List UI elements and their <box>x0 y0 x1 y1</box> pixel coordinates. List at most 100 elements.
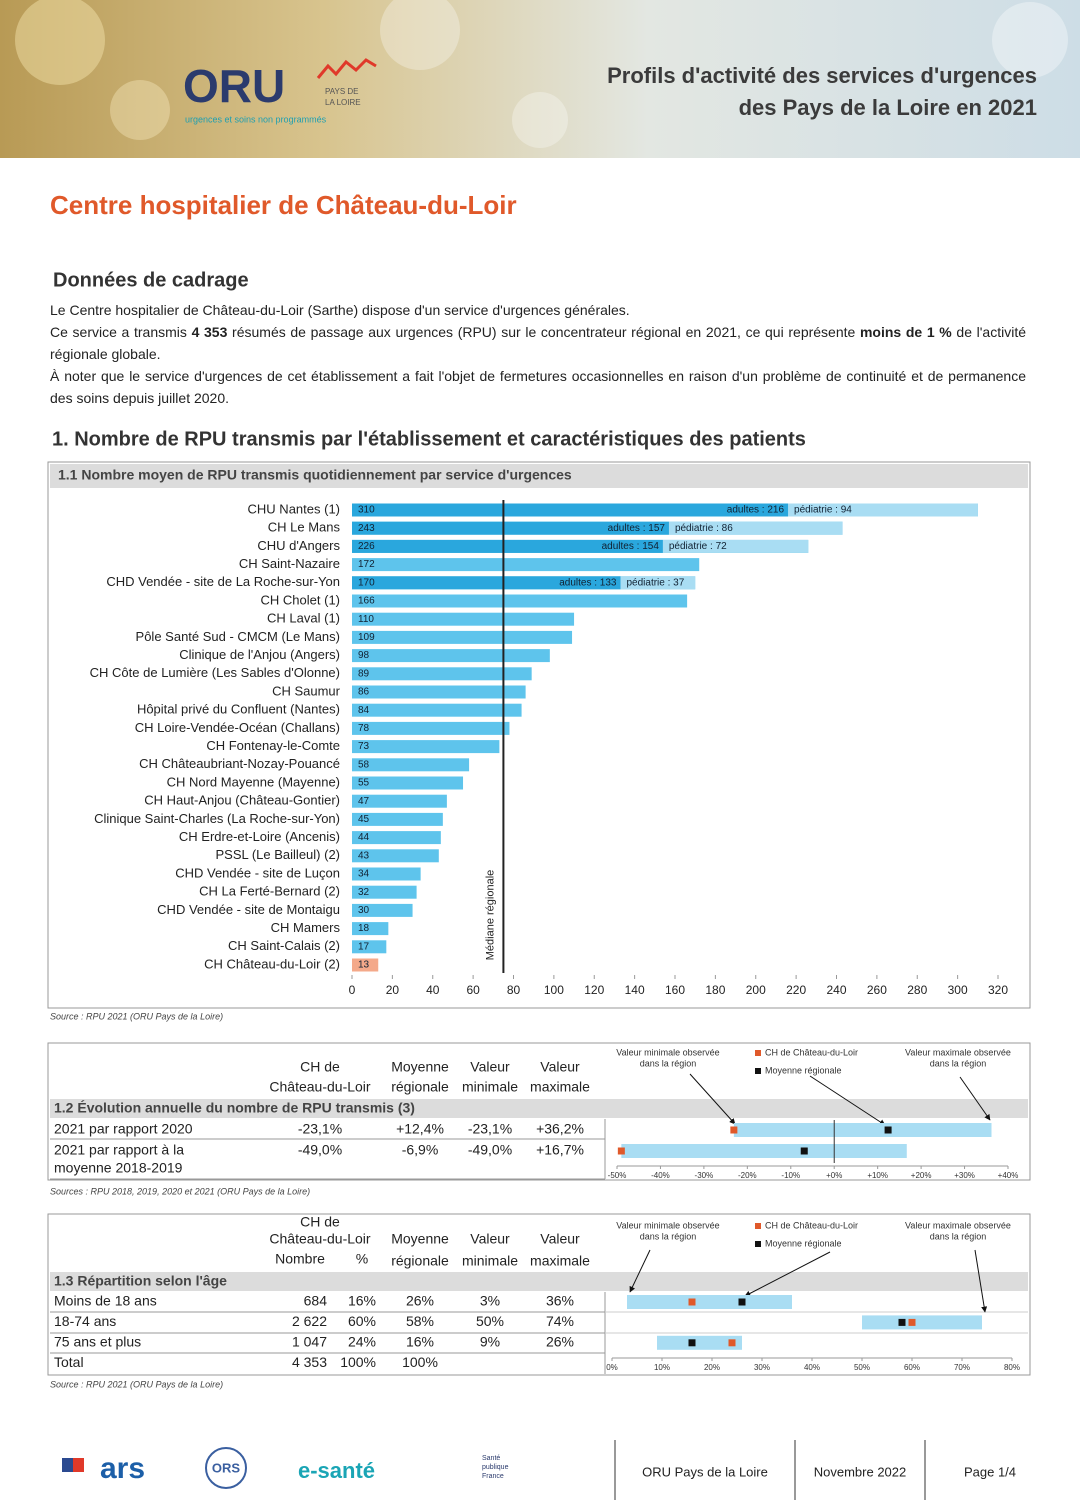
cell-value: 60% <box>348 1313 376 1329</box>
bokeh <box>512 92 568 148</box>
column-header: Valeur <box>470 1059 510 1075</box>
value-label: 84 <box>358 705 370 716</box>
mean-marker <box>898 1318 906 1326</box>
value-label: 86 <box>358 687 370 698</box>
segment-label: adultes : 133 <box>559 577 617 588</box>
bar <box>352 922 389 936</box>
x-tick-label: 0 <box>349 983 356 997</box>
table-title: 1.2 Évolution annuelle du nombre de RPU … <box>54 1100 415 1116</box>
column-header: Moyenne <box>391 1231 449 1247</box>
arrow <box>974 1249 988 1313</box>
category-label: CH Saint-Nazaire <box>239 556 340 571</box>
row-label: Moins de 18 ans <box>54 1293 157 1309</box>
value-label: 58 <box>358 759 370 770</box>
source: Sources : RPU 2018, 2019, 2020 et 2021 (… <box>50 1186 310 1196</box>
bar <box>352 849 439 863</box>
logo-spf: Santé <box>482 1455 500 1462</box>
bar-segment <box>352 539 663 553</box>
category-label: CH Saint-Calais (2) <box>228 938 340 953</box>
logo-region: LA LOIRE <box>325 98 361 107</box>
legend-text: Valeur maximale observée <box>905 1220 1011 1230</box>
value-label: 30 <box>358 905 370 916</box>
cell-value: 58% <box>406 1313 434 1329</box>
bar-segment <box>662 539 809 553</box>
paragraph: Le Centre hospitalier de Château-du-Loir… <box>50 299 1026 321</box>
x-tick-label: 50% <box>854 1363 870 1372</box>
x-tick-label: +30% <box>954 1171 975 1180</box>
logo: ORU <box>183 60 285 112</box>
category-label: CH La Ferté-Bernard (2) <box>199 884 340 899</box>
x-tick-label: -20% <box>738 1171 757 1180</box>
bar <box>352 794 447 808</box>
value-label: 45 <box>358 814 370 825</box>
bar <box>352 812 443 826</box>
x-tick-label: -10% <box>781 1171 800 1180</box>
bokeh <box>110 80 170 140</box>
legend-swatch <box>755 1241 761 1247</box>
x-tick-label: 320 <box>988 983 1008 997</box>
x-tick-label: 220 <box>786 983 806 997</box>
row-label: 2021 par rapport à la <box>54 1142 184 1158</box>
header-title: Profils d'activité des services d'urgenc… <box>607 63 1037 88</box>
category-label: CH Laval (1) <box>267 611 340 626</box>
row-label: moyenne 2018-2019 <box>54 1160 183 1176</box>
range-bar <box>862 1315 982 1330</box>
bar <box>352 649 550 663</box>
logo-flag <box>73 1458 84 1472</box>
cell-value: -23,1% <box>468 1121 512 1137</box>
value-label: 110 <box>358 614 374 625</box>
cell-value: 16% <box>406 1334 434 1350</box>
cell-value: 2 622 <box>292 1313 327 1329</box>
cell-value: 100% <box>402 1354 438 1370</box>
cell-value: 26% <box>406 1293 434 1309</box>
ch-marker <box>730 1126 738 1134</box>
arrow <box>629 1249 651 1293</box>
cell-value: -49,0% <box>298 1142 342 1158</box>
cell-value: 16% <box>348 1293 376 1309</box>
bar <box>352 630 573 644</box>
value-label: 34 <box>358 869 370 880</box>
bar-segment <box>668 521 843 535</box>
category-label: CH Châteaubriant-Nozay-Pouancé <box>139 756 340 771</box>
paragraph: Ce service a transmis 4 353 résumés de p… <box>50 321 1026 365</box>
bar <box>352 612 575 626</box>
bar <box>352 958 379 972</box>
row-label: 18-74 ans <box>54 1313 116 1329</box>
bar <box>352 740 500 754</box>
x-tick-label: -30% <box>695 1171 714 1180</box>
segment-label: pédiatrie : 94 <box>794 505 852 516</box>
legend-swatch <box>755 1068 761 1074</box>
row-label: 75 ans et plus <box>54 1334 141 1350</box>
column-header: Valeur <box>470 1231 510 1247</box>
bar <box>352 903 413 917</box>
arrow <box>689 1073 736 1125</box>
ch-marker <box>728 1339 736 1347</box>
logo-ars: ars <box>100 1452 145 1485</box>
category-label: CHU d'Angers <box>257 538 340 553</box>
x-tick-label: 160 <box>665 983 685 997</box>
value-label: 310 <box>358 505 375 516</box>
category-label: CHD Vendée - site de Luçon <box>175 865 340 880</box>
cell-value: 4 353 <box>292 1354 327 1370</box>
column-header: Château-du-Loir <box>269 1231 371 1247</box>
legend-text: Moyenne régionale <box>765 1238 842 1248</box>
value-label: 18 <box>358 923 370 934</box>
legend-swatch <box>755 1050 761 1056</box>
value-label: 170 <box>358 577 375 588</box>
range-bar <box>657 1335 742 1350</box>
x-tick-label: 200 <box>746 983 766 997</box>
text-run: moins de 1 % <box>859 324 952 340</box>
mean-marker <box>738 1298 746 1306</box>
x-tick-label: 20 <box>386 983 400 997</box>
text-run: Le Centre hospitalier de Château-du-Loir… <box>50 302 630 318</box>
legend-text: CH de Château-du-Loir <box>765 1047 858 1057</box>
x-tick-label: 80 <box>507 983 521 997</box>
source: Source : RPU 2021 (ORU Pays de la Loire) <box>50 1011 223 1021</box>
table-frame <box>47 1213 1031 1376</box>
ch-marker <box>617 1147 625 1155</box>
logo-esante: e-santé <box>298 1458 375 1483</box>
value-label: 89 <box>358 668 370 679</box>
bokeh <box>380 0 460 70</box>
category-label: CH Loire-Vendée-Océan (Challans) <box>135 720 340 735</box>
category-label: CH Château-du-Loir (2) <box>204 956 340 971</box>
